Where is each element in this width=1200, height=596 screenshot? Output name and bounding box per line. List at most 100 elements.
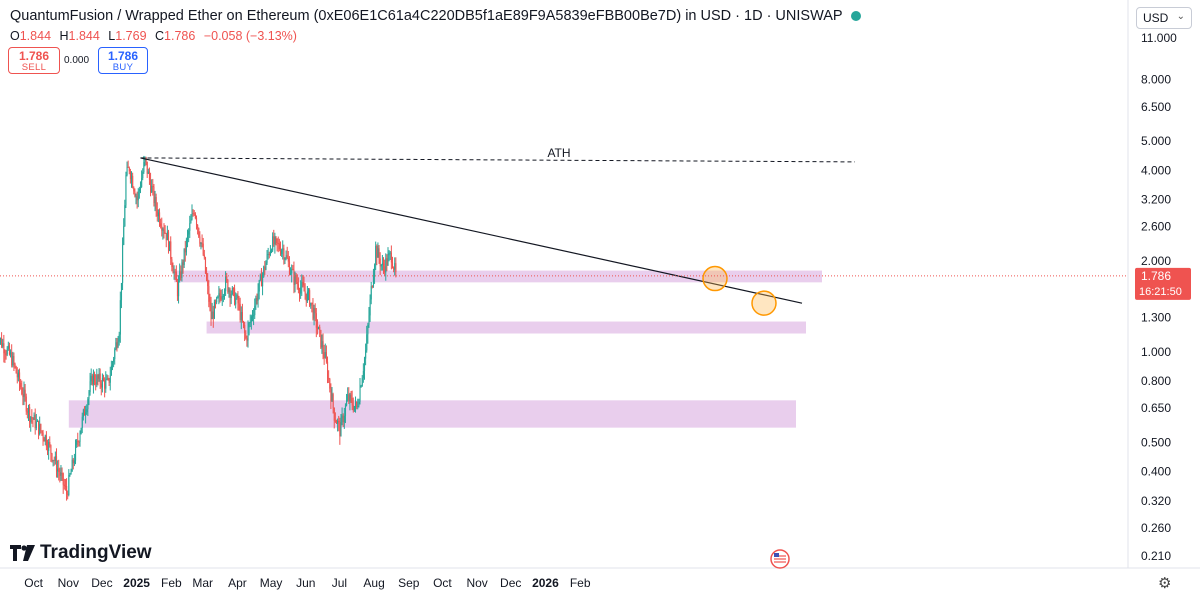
candle-body [204, 257, 207, 273]
x-tick-label: Apr [228, 576, 247, 590]
candle-body [174, 271, 176, 273]
candle-body [264, 266, 266, 270]
candle-body [141, 178, 143, 187]
candle-body [338, 420, 340, 423]
candle-body [385, 258, 387, 273]
x-tick-label: Feb [570, 576, 591, 590]
candle-body [117, 341, 119, 348]
currency-select[interactable]: USD ⌄ [1136, 7, 1192, 29]
candle-body [239, 304, 241, 320]
candle-body [5, 353, 7, 355]
price-countdown: 16:21:50 [1139, 286, 1182, 298]
candle-body [290, 273, 292, 275]
candle-body [17, 372, 19, 378]
candle-body [33, 414, 35, 420]
candle-body [288, 261, 291, 275]
candle-body [106, 378, 108, 380]
candle-body [257, 291, 259, 301]
candle-body [148, 171, 151, 180]
change-value: −0.058 (−3.13%) [203, 29, 297, 43]
candle-body [200, 242, 202, 244]
candle-body [83, 409, 86, 416]
candle-body [297, 284, 299, 291]
candle-body [71, 459, 73, 472]
candle-body [119, 300, 121, 335]
candle-body [311, 302, 313, 305]
candle-body [41, 430, 43, 433]
candle-body [263, 266, 265, 275]
gear-icon[interactable]: ⚙ [1158, 575, 1172, 592]
candle-body [266, 254, 268, 263]
candle-body [78, 441, 80, 443]
candle-body [255, 297, 257, 306]
candle-body [302, 281, 304, 286]
candle-body [199, 236, 201, 244]
candle-body [14, 363, 16, 367]
candle-body [327, 361, 329, 379]
candle-body [304, 291, 306, 294]
candle-body [48, 442, 50, 451]
candle-body [240, 312, 242, 320]
candle-body [276, 238, 278, 243]
candle-body [303, 285, 305, 292]
candle-body [322, 341, 324, 353]
candle-body [55, 456, 58, 472]
y-tick-label: 0.650 [1141, 401, 1171, 415]
candle-body [133, 187, 135, 192]
y-tick-label: 2.000 [1141, 254, 1171, 268]
candle-body [139, 186, 142, 190]
candle-body [363, 358, 366, 371]
candle-body [163, 229, 165, 233]
candle-body [35, 421, 37, 429]
candle-body [86, 409, 88, 413]
candle-body [198, 228, 200, 237]
candle-body [389, 252, 391, 254]
high-label: H [59, 29, 69, 43]
candle-body [8, 345, 11, 355]
buy-label: BUY [112, 62, 134, 73]
x-tick-label: Sep [398, 576, 420, 590]
candle-body [87, 399, 89, 410]
candle-body [250, 316, 252, 322]
tradingview-logo[interactable]: TradingView [10, 542, 152, 564]
candle-body [68, 474, 70, 495]
chevron-down-icon: ⌄ [1176, 11, 1185, 22]
candle-body [358, 401, 360, 407]
x-tick-label: 2025 [123, 576, 150, 590]
candle-body [238, 303, 240, 305]
candle-body [162, 229, 164, 231]
candle-body [101, 378, 103, 388]
candle-body [219, 293, 221, 297]
candle-body [211, 311, 213, 320]
candle-body [287, 258, 289, 262]
candle-body [155, 197, 157, 210]
candle-body [31, 416, 33, 419]
candle-body [154, 197, 156, 203]
candle-body [115, 342, 117, 350]
currency-label: USD [1143, 11, 1169, 25]
x-tick-label: Nov [466, 576, 487, 590]
candle-body [193, 213, 195, 215]
candle-body [64, 485, 67, 487]
trendline [140, 157, 803, 304]
sell-button[interactable]: 1.786 SELL [8, 47, 60, 74]
candle-body [323, 352, 325, 358]
candle-body [232, 287, 235, 289]
candle-body [51, 453, 53, 461]
y-tick-label: 11.000 [1141, 31, 1177, 45]
candle-body [7, 345, 9, 349]
candle-body [313, 308, 315, 319]
candle-body [341, 415, 343, 419]
candle-body [274, 237, 276, 245]
candle-body [292, 268, 294, 270]
candle-body [176, 281, 179, 297]
candle-body [100, 383, 102, 388]
candle-body [262, 274, 264, 287]
buy-button[interactable]: 1.786 BUY [98, 47, 148, 74]
candle-body [131, 175, 133, 179]
candle-body [393, 267, 395, 270]
candle-body [10, 352, 12, 355]
candle-body [124, 205, 126, 227]
candle-body [253, 315, 255, 317]
